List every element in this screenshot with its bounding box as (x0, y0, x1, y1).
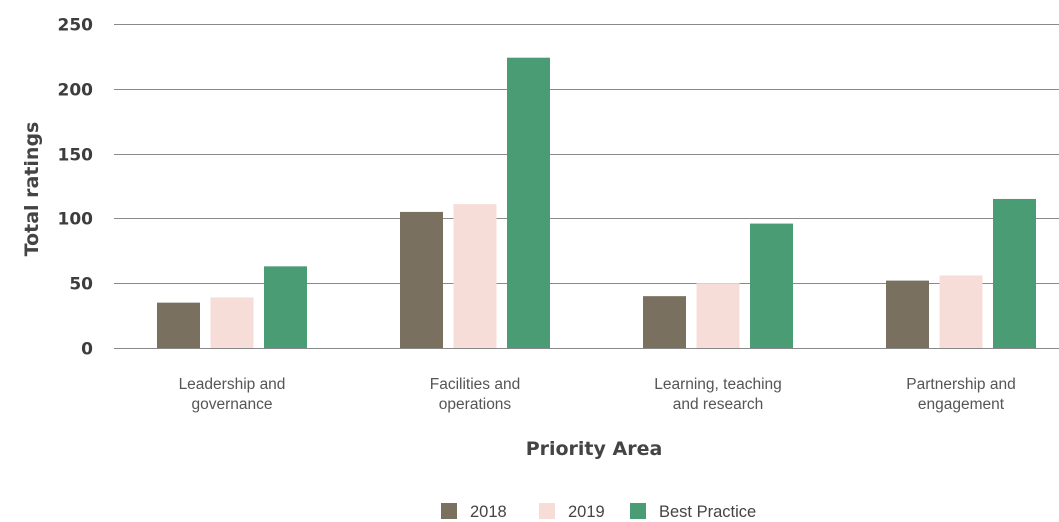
bar-best-practice (507, 57, 550, 349)
x-tick-label: operations (439, 396, 512, 413)
y-tick-label: 250 (58, 16, 94, 36)
bar-2019 (453, 204, 497, 348)
bar-2018 (157, 302, 200, 348)
x-tick-label: Learning, teaching (654, 376, 782, 393)
legend-swatch (630, 503, 646, 519)
bar-2018 (886, 280, 929, 348)
bars (157, 57, 1036, 349)
bar-best-practice (750, 223, 793, 348)
legend-label: 2018 (470, 503, 507, 521)
bar-best-practice (264, 266, 307, 348)
x-tick-label: Partnership and (906, 376, 1015, 393)
x-tick-label: Facilities and (430, 376, 520, 393)
legend-swatch (441, 503, 457, 519)
x-tick-label: governance (191, 396, 272, 413)
y-tick-label: 50 (69, 275, 93, 295)
legend-label: 2019 (568, 503, 605, 521)
y-tick-label: 0 (81, 340, 93, 360)
legend: 2018 2019 Best Practice (441, 503, 756, 521)
x-axis-title: Priority Area (526, 438, 663, 460)
bar-2019 (696, 283, 740, 348)
bar-2019 (939, 275, 983, 348)
legend-label: Best Practice (659, 503, 756, 521)
bar-best-practice (993, 198, 1036, 348)
bar-2018 (400, 211, 443, 348)
x-tick-label: and research (673, 396, 763, 413)
bar-2019 (210, 297, 254, 348)
legend-swatch (539, 503, 555, 519)
x-tick-labels: Leadership and governance Facilities and op… (179, 376, 1016, 413)
y-axis-title: Total ratings (21, 122, 43, 257)
y-tick-label: 150 (58, 146, 94, 166)
bar-2018 (643, 296, 686, 348)
y-tick-label: 200 (58, 81, 94, 101)
x-tick-label: Leadership and (179, 376, 286, 393)
y-tick-label: 100 (58, 210, 94, 230)
y-tick-labels: 0 50 100 150 200 250 (58, 16, 94, 360)
x-tick-label: engagement (918, 396, 1005, 413)
